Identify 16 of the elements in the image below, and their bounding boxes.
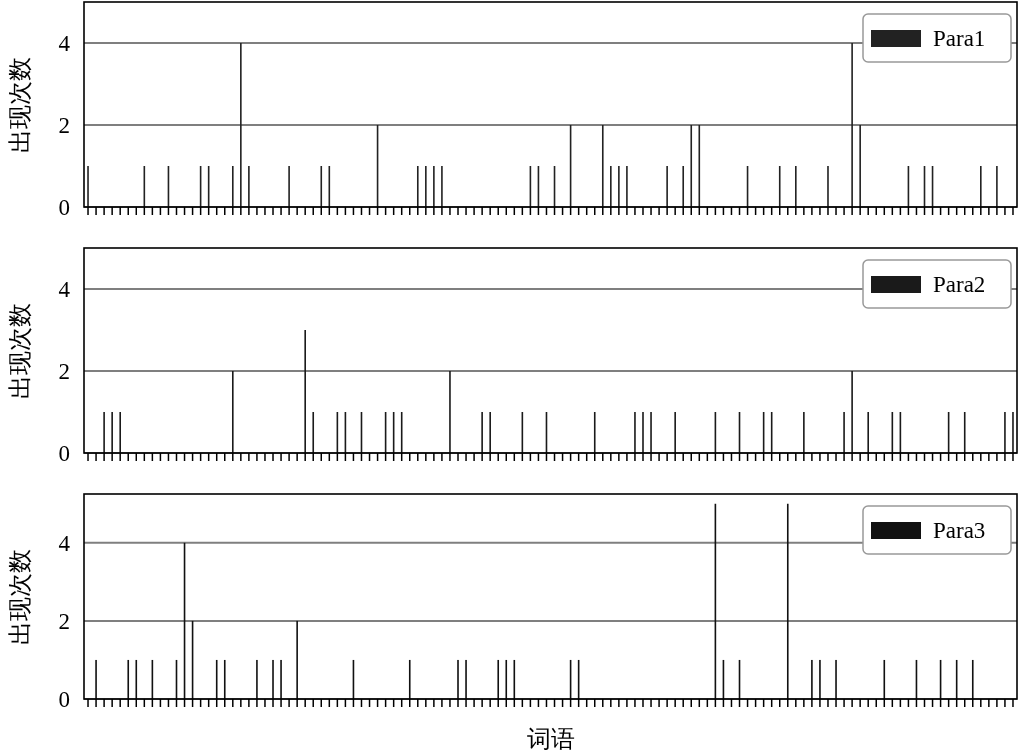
y-tick-label: 2: [58, 608, 70, 634]
y-axis-title: 出现次数: [7, 548, 33, 645]
y-tick-label: 0: [58, 195, 70, 220]
legend-label: Para2: [933, 272, 986, 297]
y-tick-label: 2: [58, 113, 70, 138]
y-tick-label: 4: [58, 530, 71, 556]
x-axis-title: 词语: [526, 726, 575, 752]
y-axis-title: 出现次数: [7, 56, 33, 153]
y-tick-label: 0: [58, 687, 70, 712]
legend-label: Para1: [933, 26, 986, 51]
y-tick-label: 2: [58, 359, 70, 384]
legend-label: Para3: [933, 518, 986, 543]
y-axis-title: 出现次数: [7, 302, 33, 399]
y-tick-label: 0: [58, 441, 70, 466]
y-tick-label: 4: [58, 31, 71, 56]
y-tick-label: 4: [58, 277, 71, 302]
